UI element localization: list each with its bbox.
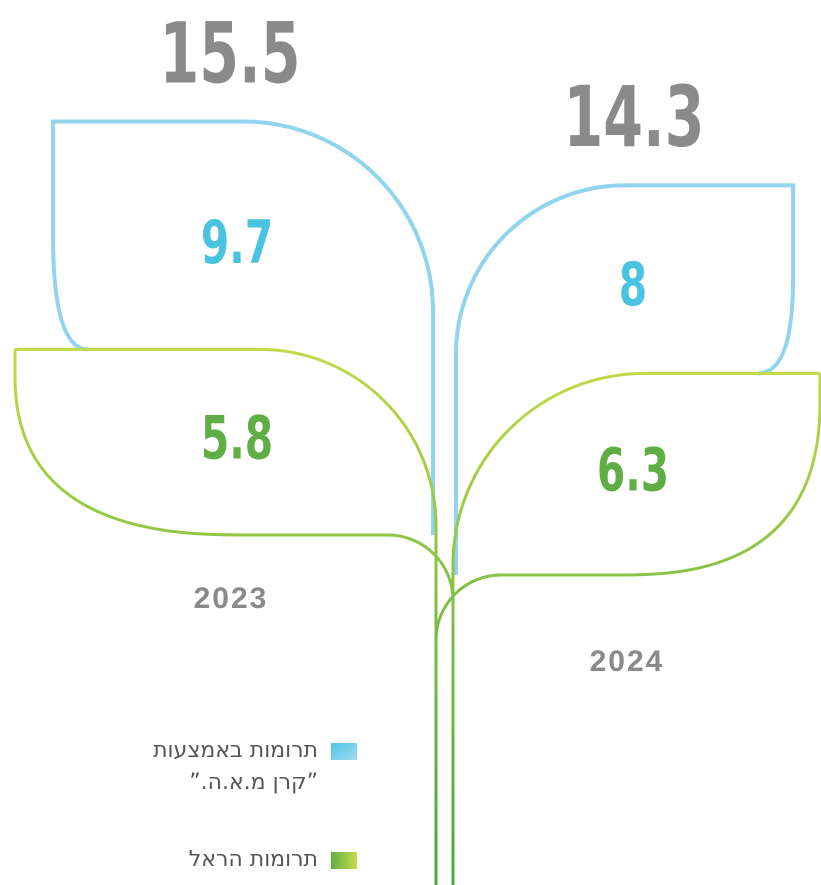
value-label: 8 xyxy=(619,250,647,320)
legend-swatch xyxy=(331,852,357,869)
total-label: 15.5 xyxy=(160,4,301,102)
total-label-group: 15.5 xyxy=(160,4,301,102)
legend-swatch xyxy=(331,743,357,760)
category-label: 2023 xyxy=(194,582,269,615)
total-label-group: 14.3 xyxy=(564,68,705,166)
value-label-group: 9.7 xyxy=(201,208,273,278)
category-label: 2024 xyxy=(590,645,665,678)
chart-canvas: 15.5 9.7 5.8 2023 14.3 8 6.3 2024 xyxy=(0,0,821,885)
value-label-group: 6.3 xyxy=(597,436,669,506)
value-label: 6.3 xyxy=(597,436,669,506)
value-label: 5.8 xyxy=(201,404,273,474)
value-label-group: 8 xyxy=(619,250,647,320)
chart: 15.5 9.7 5.8 2023 14.3 8 6.3 2024 תרומות באמצעו… xyxy=(0,0,821,885)
value-label: 9.7 xyxy=(201,208,273,278)
total-label: 14.3 xyxy=(564,68,705,166)
legend-label: תרומות באמצעות ”קרן מ.א.ה.” xyxy=(128,735,318,799)
legend-label: תרומות הראל xyxy=(128,844,318,876)
leaf xyxy=(456,185,793,575)
value-label-group: 5.8 xyxy=(201,404,273,474)
